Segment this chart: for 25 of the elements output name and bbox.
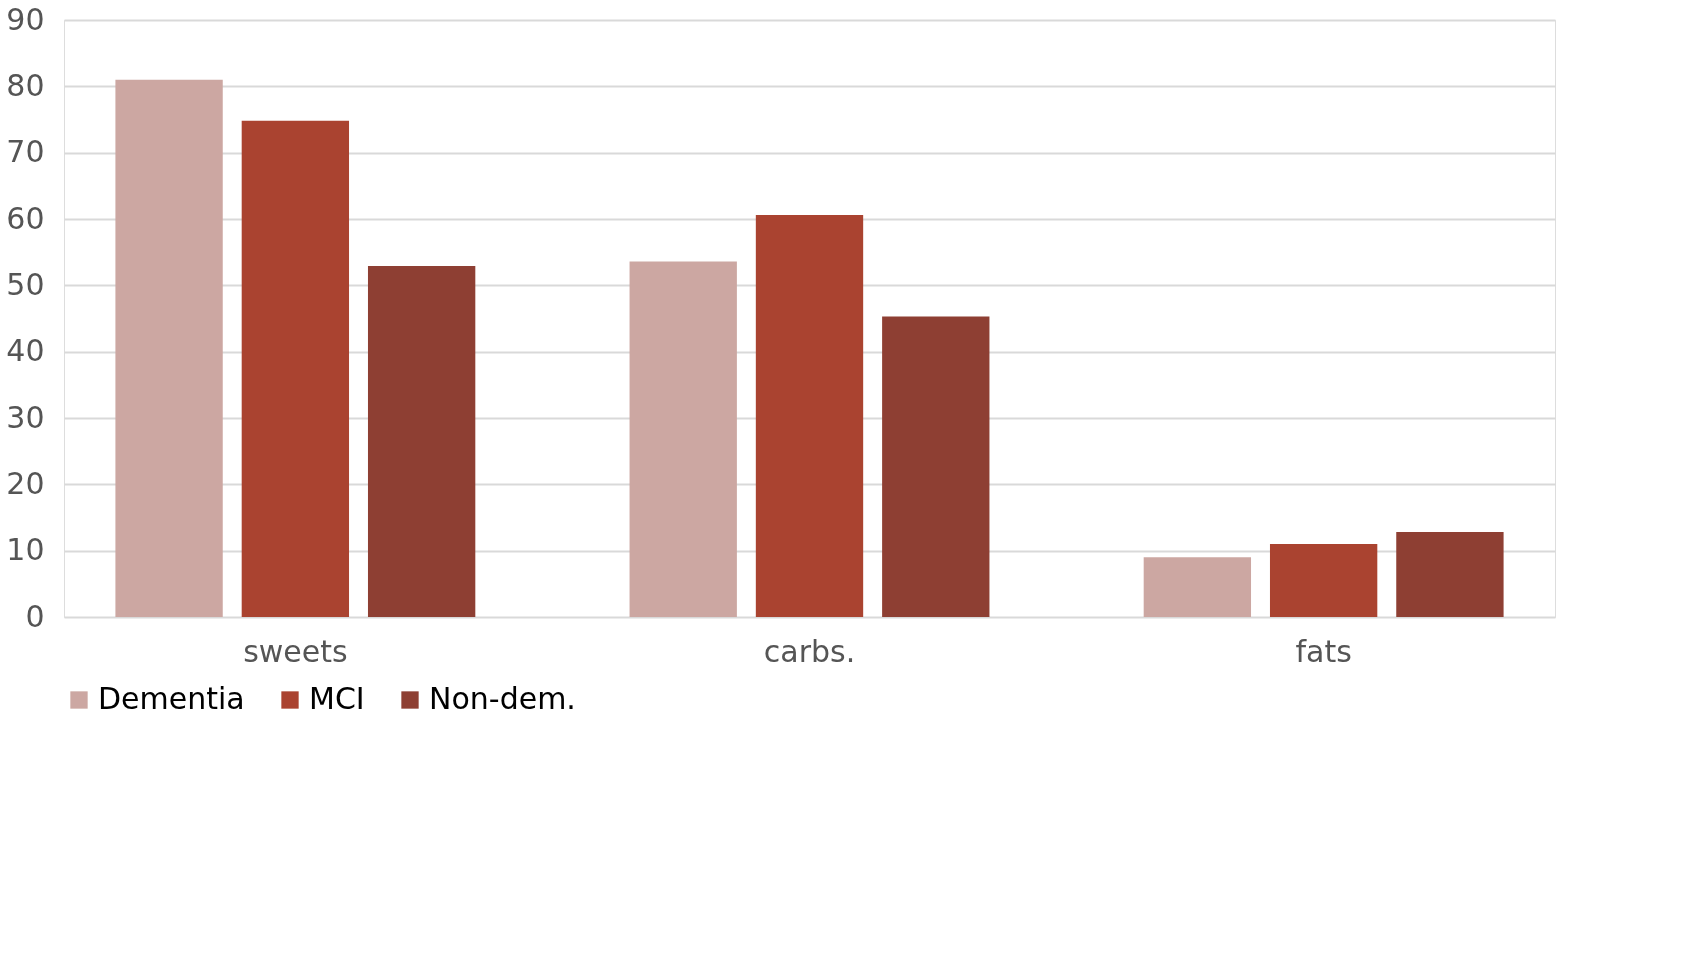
bar [1269, 544, 1378, 617]
bar [367, 266, 476, 617]
y-tick-label: 0 [25, 598, 45, 634]
bar [755, 215, 864, 617]
bar [241, 120, 350, 617]
y-tick-label: 30 [6, 399, 45, 435]
x-tick-label: carbs. [763, 633, 856, 669]
bar [1143, 557, 1252, 617]
y-tick-label: 60 [6, 200, 45, 236]
legend-label: MCI [309, 681, 365, 716]
bar [882, 316, 990, 617]
bar [1396, 532, 1504, 617]
y-tick-label: 50 [6, 266, 45, 302]
x-tick-label: fats [1295, 633, 1352, 669]
legend-label: Dementia [98, 681, 245, 716]
legend-label: Non-dem. [429, 681, 576, 716]
y-tick-label: 70 [6, 134, 45, 170]
bar [115, 79, 223, 617]
y-tick-label: 80 [6, 67, 45, 103]
y-tick-label: 10 [6, 532, 45, 568]
bar [629, 261, 737, 617]
x-tick-label: sweets [243, 633, 348, 669]
y-tick-label: 90 [6, 1, 45, 37]
y-tick-label: 20 [6, 465, 45, 501]
y-tick-label: 40 [6, 333, 45, 369]
